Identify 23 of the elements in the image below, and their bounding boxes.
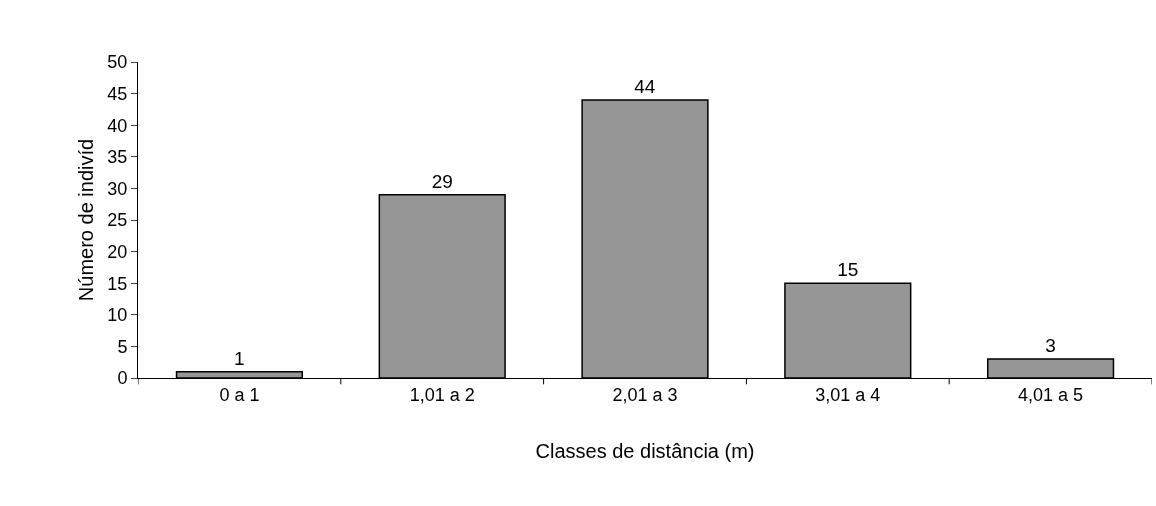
x-axis-title: Classes de distância (m): [535, 440, 755, 463]
y-axis-title: Número de indivíd: [74, 138, 97, 302]
y-tick-label: 5: [117, 336, 128, 357]
y-tick-label: 20: [107, 241, 128, 262]
y-tick-label: 45: [107, 83, 128, 104]
y-tick-label: 30: [107, 178, 128, 199]
y-tick-label: 15: [107, 273, 128, 294]
y-tick-label: 40: [107, 115, 128, 136]
data-label: 29: [431, 170, 453, 192]
y-tick-label: 10: [107, 305, 128, 326]
data-label: 1: [234, 347, 245, 369]
x-tick-label: 3,01 a 4: [815, 384, 881, 405]
data-label: 15: [837, 259, 859, 281]
x-tick-label: 2,01 a 3: [612, 384, 678, 405]
data-label: 44: [634, 75, 656, 97]
y-tick-label: 50: [107, 52, 128, 73]
x-tick-label: 4,01 a 5: [1018, 384, 1084, 405]
x-tick-label: 0 a 1: [219, 384, 260, 405]
y-tick-label: 35: [107, 147, 128, 168]
y-tick-label: 0: [117, 368, 128, 389]
data-label: 3: [1045, 335, 1056, 357]
x-tick-label: 1,01 a 2: [409, 384, 475, 405]
y-tick-label: 25: [107, 210, 128, 231]
